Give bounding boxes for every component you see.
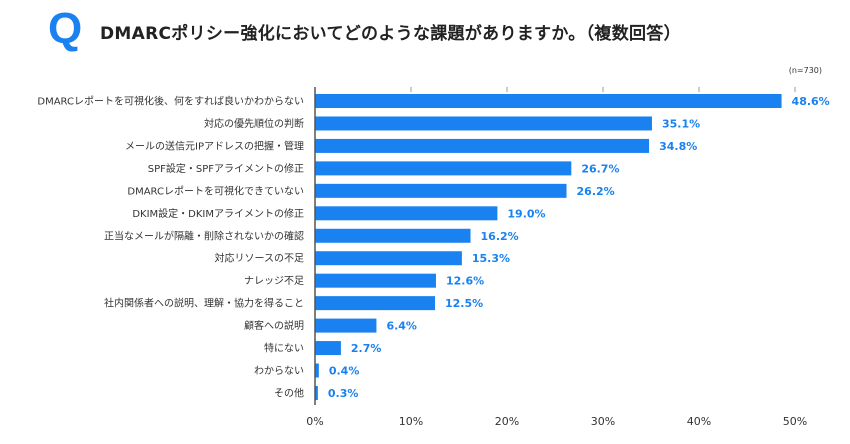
bar [315,318,377,333]
bar [315,161,572,176]
category-label: 社内関係者への説明、理解・協力を得ること [104,297,304,310]
category-label: DKIM設定・DKIMアライメントの修正 [132,207,304,220]
bar [315,385,318,400]
bar [315,138,650,153]
x-tick-label: 0% [306,415,323,428]
value-label: 26.7% [581,162,619,175]
value-label: 6.4% [386,320,417,333]
category-label: SPF設定・SPFアライメントの修正 [148,162,304,175]
value-label: 19.0% [507,207,545,220]
category-label: その他 [274,386,304,399]
category-label: メールの送信元IPアドレスの把握・管理 [125,139,304,152]
x-tick-label: 50% [783,415,807,428]
category-label: わからない [254,365,304,377]
category-label: 特にない [264,343,304,355]
chart-title: DMARCポリシー強化においてどのような課題がありますか。（複数回答） [100,24,681,44]
bar [315,206,498,221]
bar [315,94,782,108]
value-label: 35.1% [662,117,700,130]
category-label: DMARCレポートを可視化後、何をすれば良いかわからない [37,95,304,108]
bar [315,116,652,131]
x-tick-label: 10% [399,415,423,428]
value-label: 48.6% [792,95,830,108]
value-label: 12.6% [446,275,484,288]
bar [315,228,471,243]
value-label: 15.3% [472,252,510,265]
value-label: 16.2% [481,230,519,243]
x-tick-label: 40% [687,415,711,428]
x-tick-label: 20% [495,415,519,428]
value-label: 0.3% [328,387,359,400]
bar [315,363,319,378]
value-label: 34.8% [659,140,697,153]
category-label: 顧客への説明 [244,319,304,332]
bar [315,341,341,356]
category-label: 対応の優先順位の判断 [204,117,304,130]
bar [315,251,462,266]
category-label: 対応リソースの不足 [215,252,305,265]
category-label: DMARCレポートを可視化できていない [127,184,304,197]
bar [315,183,567,198]
value-label: 26.2% [577,185,615,198]
bar [315,296,435,311]
category-label: ナレッジ不足 [244,275,304,287]
value-label: 12.5% [445,297,483,310]
bar [315,273,436,288]
category-label: 正当なメールが隔離・削除されないかの確認 [104,229,304,242]
question-mark: Q [48,4,83,53]
value-label: 2.7% [351,342,382,355]
x-tick-label: 30% [591,415,615,428]
value-label: 0.4% [329,365,360,378]
sample-size: (n=730) [788,66,822,75]
